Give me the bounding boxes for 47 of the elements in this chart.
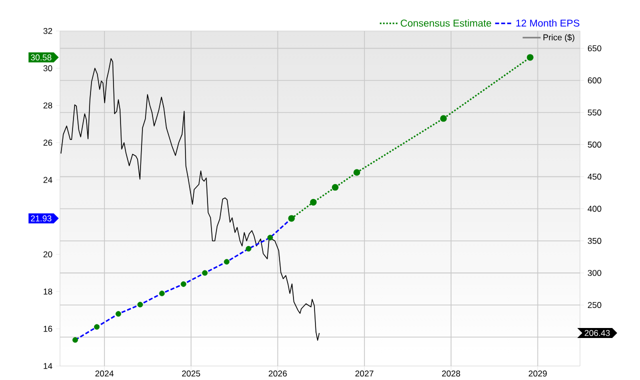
point	[94, 324, 100, 330]
point	[159, 290, 165, 296]
y2-tick-label: 650	[588, 45, 602, 52]
y-tick-label: 14	[44, 363, 52, 369]
point	[526, 54, 534, 61]
text: Price ($)	[544, 34, 574, 42]
point	[137, 302, 143, 308]
point	[440, 115, 447, 122]
y-tick-label: 24	[44, 176, 52, 183]
point	[72, 337, 78, 343]
point	[246, 246, 252, 252]
y2-tick-label: 500	[588, 142, 602, 148]
point	[202, 270, 208, 276]
line-series	[60, 58, 320, 341]
point	[310, 198, 317, 206]
point	[180, 281, 186, 287]
text: 21.93	[30, 215, 52, 222]
point	[116, 311, 122, 317]
x-tick-label: 2025	[182, 370, 200, 377]
point	[353, 169, 360, 176]
point	[332, 184, 339, 191]
x-tick-label: 2029	[528, 370, 547, 377]
y2-tick-label: 450	[588, 174, 602, 180]
text: 206.43	[584, 330, 610, 336]
y2-tick-label: 400	[588, 206, 602, 212]
point	[224, 258, 230, 265]
y-tick-label: 20	[44, 251, 52, 258]
y2-tick-label: 300	[588, 270, 602, 276]
y-tick-label: 16	[44, 326, 52, 332]
y-tick-label: 18	[44, 288, 52, 295]
x-tick-label: 2028	[442, 370, 460, 377]
y-tick-label: 32	[43, 28, 52, 34]
x-tick-label: 2026	[268, 370, 287, 377]
y-tick-label: 28	[44, 102, 52, 108]
y2-tick-label: 250	[588, 302, 602, 308]
point	[267, 234, 273, 240]
text: 30.58	[30, 54, 52, 60]
x-tick-label: 2024	[95, 370, 114, 377]
legend-label: 12 Month EPS	[516, 19, 580, 27]
y2-tick-label: 600	[588, 77, 602, 84]
y2-tick-label: 550	[588, 110, 602, 116]
y2-tick-label: 350	[588, 238, 602, 244]
legend-label: Consensus Estimate	[400, 19, 492, 27]
y-tick-label: 30	[43, 65, 52, 72]
point	[288, 215, 295, 222]
x-tick-label: 2027	[355, 370, 374, 377]
y-tick-label: 26	[44, 140, 52, 146]
